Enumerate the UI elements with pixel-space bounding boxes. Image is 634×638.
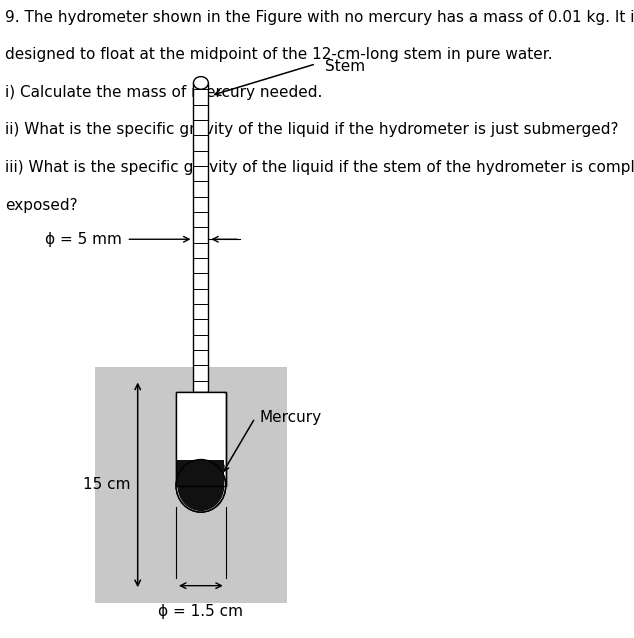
Ellipse shape	[193, 77, 209, 89]
Text: 9. The hydrometer shown in the Figure with no mercury has a mass of 0.01 kg. It : 9. The hydrometer shown in the Figure wi…	[6, 10, 634, 25]
Ellipse shape	[178, 461, 224, 511]
Text: designed to float at the midpoint of the 12-cm-long stem in pure water.: designed to float at the midpoint of the…	[6, 47, 553, 63]
Bar	[176, 392, 226, 486]
Text: ϕ = 5 mm: ϕ = 5 mm	[45, 232, 122, 247]
Text: ii) What is the specific gravity of the liquid if the hydrometer is just submerg: ii) What is the specific gravity of the …	[6, 122, 619, 138]
Bar	[178, 459, 224, 486]
Text: ϕ = 1.5 cm: ϕ = 1.5 cm	[158, 604, 243, 619]
Ellipse shape	[176, 459, 226, 512]
Bar	[176, 392, 226, 486]
Text: exposed?: exposed?	[6, 198, 78, 213]
Text: Stem: Stem	[325, 59, 365, 75]
Bar	[193, 83, 209, 392]
Text: Mercury: Mercury	[259, 410, 321, 426]
Bar	[95, 367, 287, 603]
Text: i) Calculate the mass of mercury needed.: i) Calculate the mass of mercury needed.	[6, 85, 323, 100]
Bar	[178, 392, 224, 459]
Text: iii) What is the specific gravity of the liquid if the stem of the hydrometer is: iii) What is the specific gravity of the…	[6, 160, 634, 175]
Text: 15 cm: 15 cm	[84, 477, 131, 493]
